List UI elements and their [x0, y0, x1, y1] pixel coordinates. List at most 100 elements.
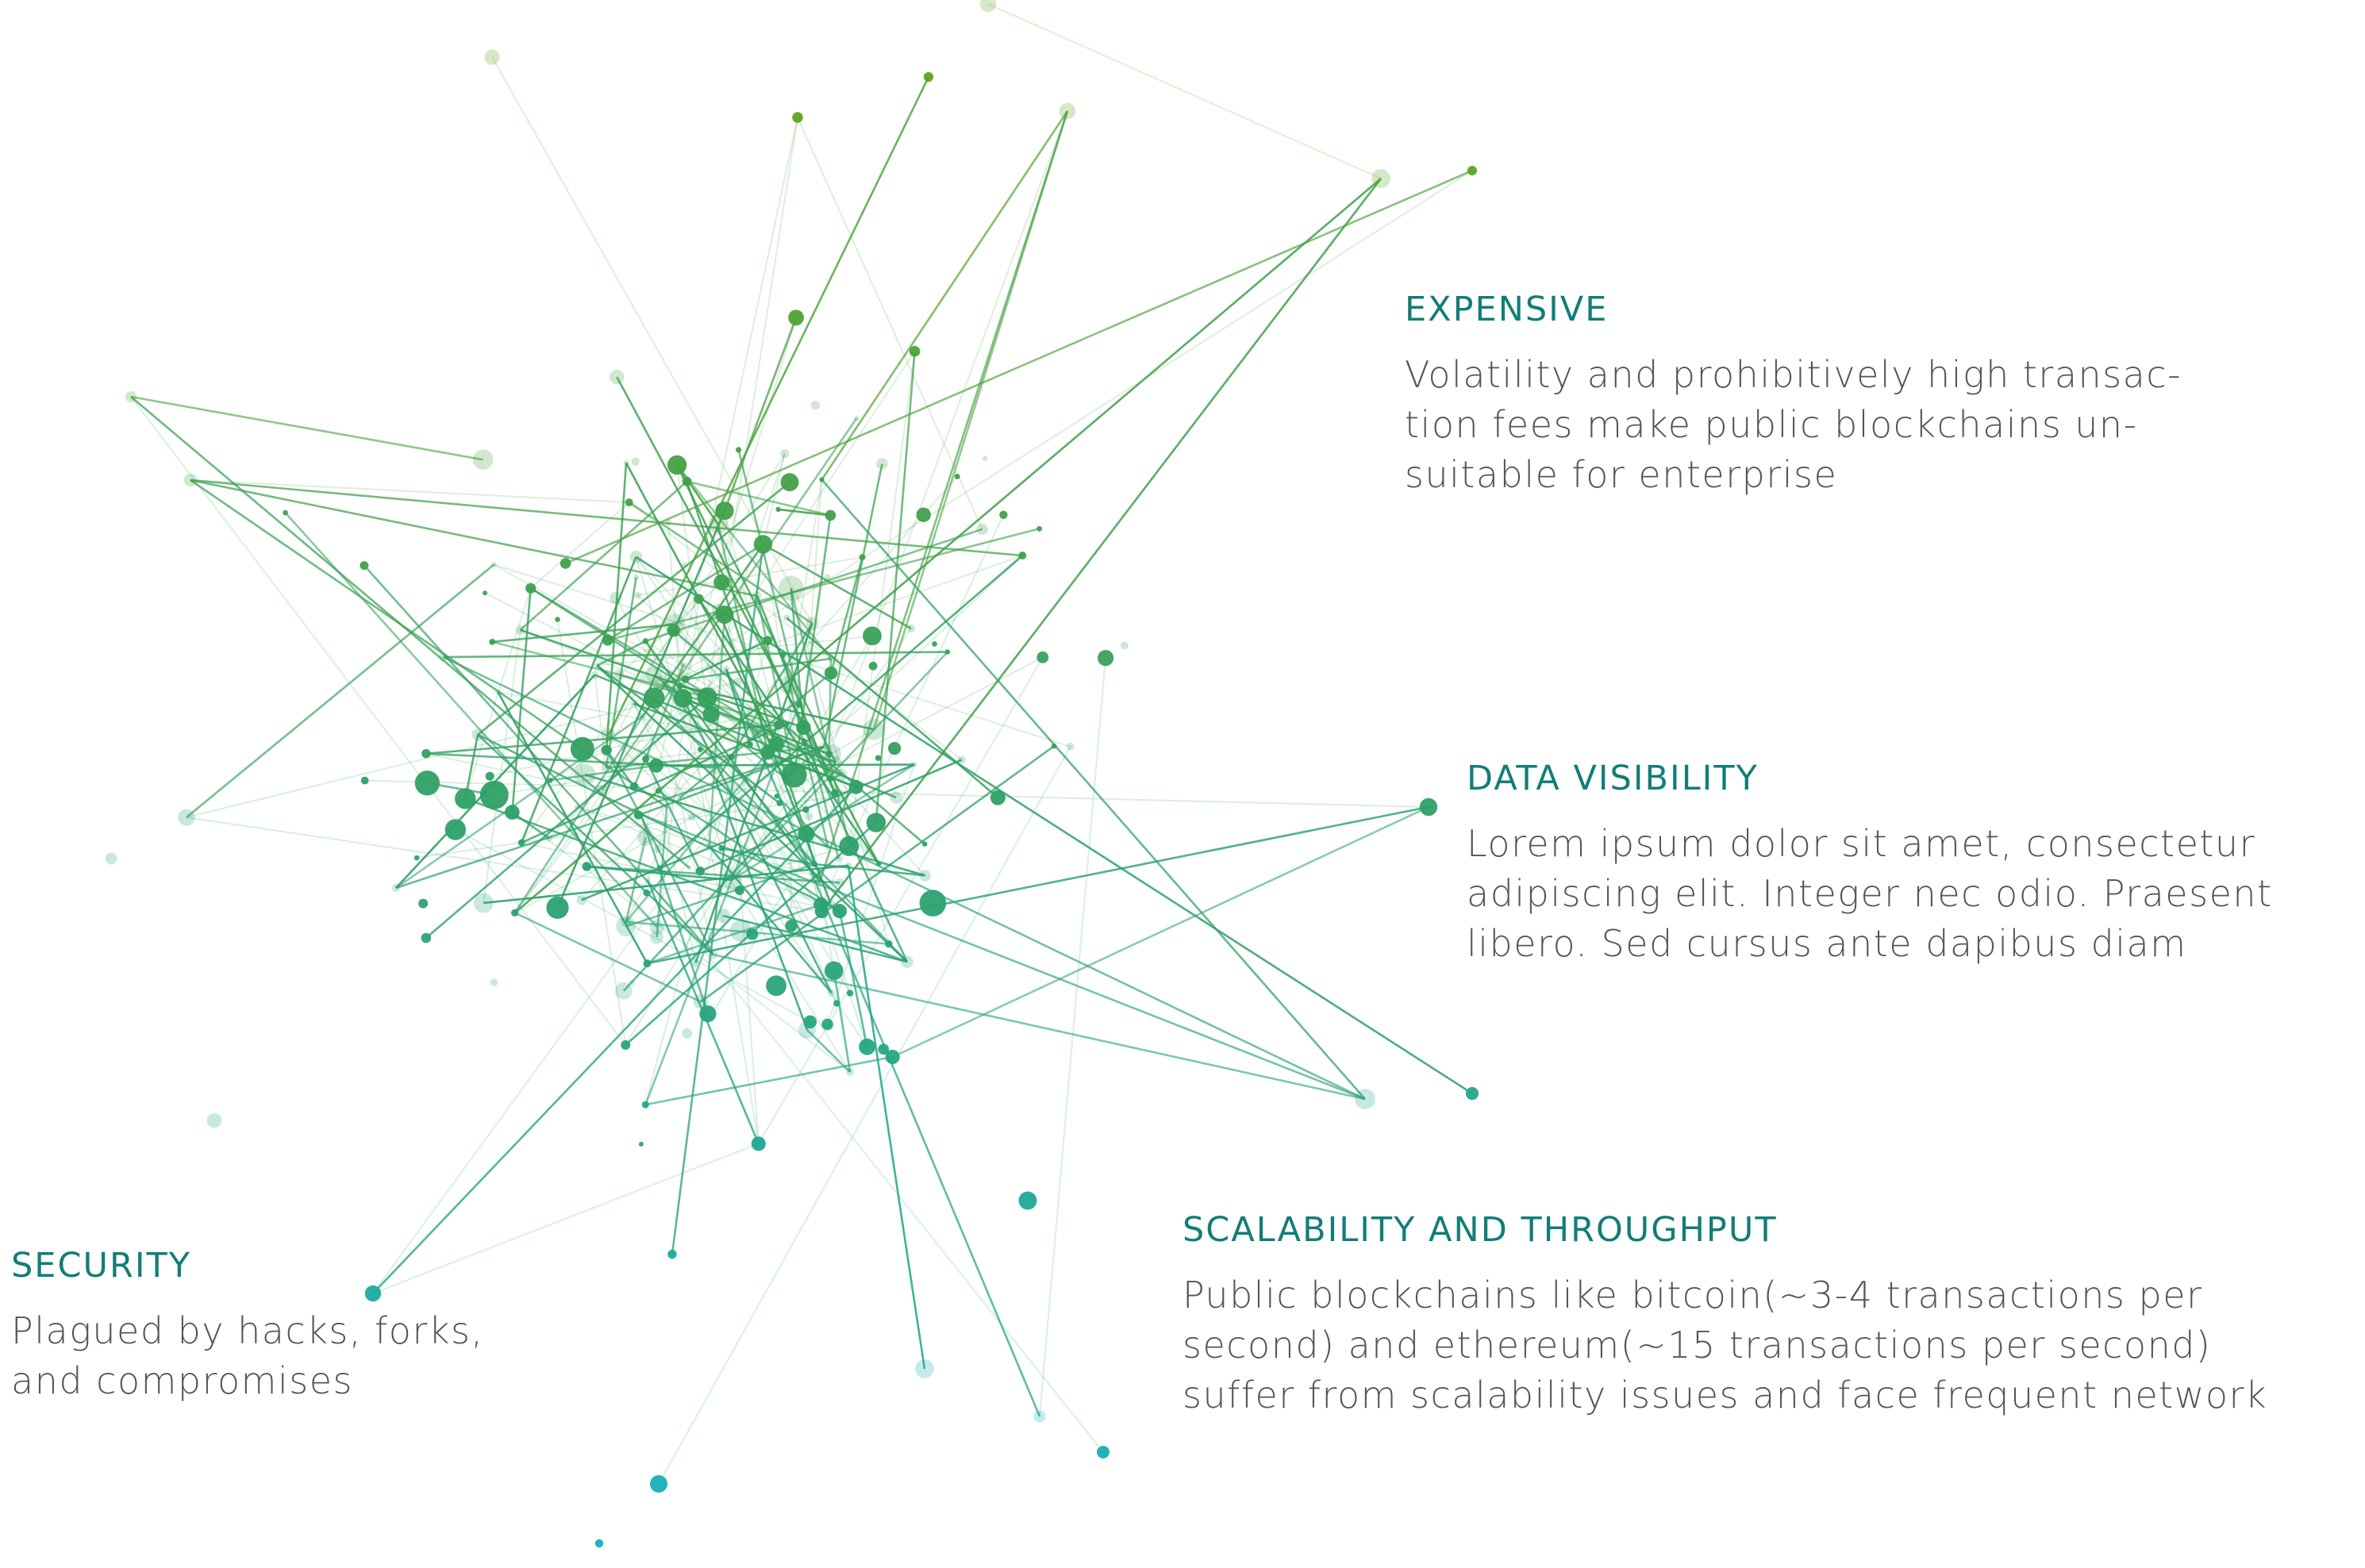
network-node — [610, 369, 625, 385]
network-node — [642, 755, 650, 763]
network-node — [602, 634, 613, 646]
network-node — [178, 809, 195, 826]
network-node — [825, 961, 844, 981]
network-node — [832, 904, 848, 919]
network-edge — [520, 556, 637, 844]
network-node — [833, 1000, 840, 1007]
network-node — [901, 955, 913, 968]
network-node — [747, 741, 753, 747]
network-node — [644, 878, 651, 884]
network-node — [815, 878, 825, 886]
description-line: second) and ethereum(~15 transactions pe… — [1182, 1324, 2212, 1366]
network-node — [650, 930, 664, 944]
network-edge — [130, 395, 483, 461]
network-node — [634, 591, 641, 599]
network-node — [716, 909, 731, 923]
network-edge — [790, 588, 890, 944]
network-node — [505, 805, 520, 820]
network-node — [650, 1475, 667, 1493]
network-node — [721, 870, 742, 890]
network-edge — [656, 598, 700, 938]
network-node — [694, 594, 704, 604]
network-edge — [706, 117, 798, 698]
network-node — [1018, 551, 1027, 560]
network-edge — [186, 681, 738, 818]
network-node — [555, 617, 560, 622]
network-node — [686, 865, 692, 870]
network-edge — [596, 640, 646, 667]
network-node — [919, 870, 931, 882]
network-edge — [625, 880, 648, 923]
network-node — [846, 1067, 855, 1076]
network-edge — [790, 588, 851, 847]
network-edge — [186, 563, 495, 819]
network-node — [728, 753, 735, 761]
network-edge — [615, 598, 702, 751]
network-node — [677, 795, 683, 801]
network-node — [695, 867, 706, 876]
network-node — [748, 724, 762, 738]
network-node — [826, 899, 835, 908]
network-node — [783, 614, 790, 621]
network-node — [1059, 102, 1076, 120]
network-node — [876, 458, 888, 470]
network-edge — [513, 715, 644, 914]
network-node — [805, 812, 813, 821]
network-edge — [511, 588, 532, 813]
network-edge — [647, 805, 1429, 965]
network-edge — [625, 635, 873, 1046]
network-edge — [519, 480, 688, 631]
network-node — [779, 651, 786, 659]
network-node — [866, 813, 886, 832]
network-node — [760, 745, 775, 760]
network-node — [643, 959, 652, 968]
network-node — [780, 449, 790, 459]
network-node — [489, 639, 496, 645]
network-node — [801, 738, 806, 744]
network-edge — [489, 703, 800, 778]
network-node — [582, 862, 592, 871]
network-node — [656, 865, 663, 871]
network-node — [733, 677, 743, 687]
network-node — [890, 791, 902, 804]
network-node — [414, 771, 440, 796]
description-line: tion fees make public blockchains un- — [1405, 403, 2138, 446]
network-node — [957, 755, 966, 764]
network-node — [693, 994, 709, 1009]
network-node — [922, 841, 928, 847]
network-edge — [130, 396, 627, 1046]
network-node — [653, 844, 663, 853]
network-edge — [606, 749, 714, 955]
network-edge — [653, 697, 908, 963]
network-node — [206, 1113, 222, 1128]
network-node — [642, 638, 649, 644]
network-edge — [548, 668, 727, 839]
network-node — [806, 617, 819, 630]
network-edge — [684, 640, 768, 681]
network-node — [680, 661, 687, 668]
network-node — [574, 804, 579, 809]
description-line: Plagued by hacks, forks, — [11, 1309, 484, 1352]
network-node — [545, 834, 553, 842]
network-node — [1121, 641, 1129, 650]
callout-title: EXPENSIVE — [1405, 290, 1609, 329]
network-edge — [556, 619, 627, 1046]
network-node — [906, 624, 916, 633]
network-node — [825, 751, 833, 758]
network-node — [183, 473, 198, 487]
network-node — [576, 894, 587, 905]
network-node — [778, 575, 804, 601]
network-node — [773, 720, 784, 730]
network-node — [1467, 166, 1477, 175]
network-node — [863, 718, 885, 740]
network-node — [835, 855, 842, 863]
network-edge — [417, 795, 840, 859]
network-node — [990, 790, 1006, 805]
network-node — [360, 776, 369, 785]
network-node — [283, 509, 288, 516]
network-node — [1036, 525, 1042, 532]
network-edge — [464, 734, 479, 799]
network-edge — [725, 668, 1041, 1417]
network-node — [601, 763, 612, 773]
network-node — [525, 582, 536, 594]
